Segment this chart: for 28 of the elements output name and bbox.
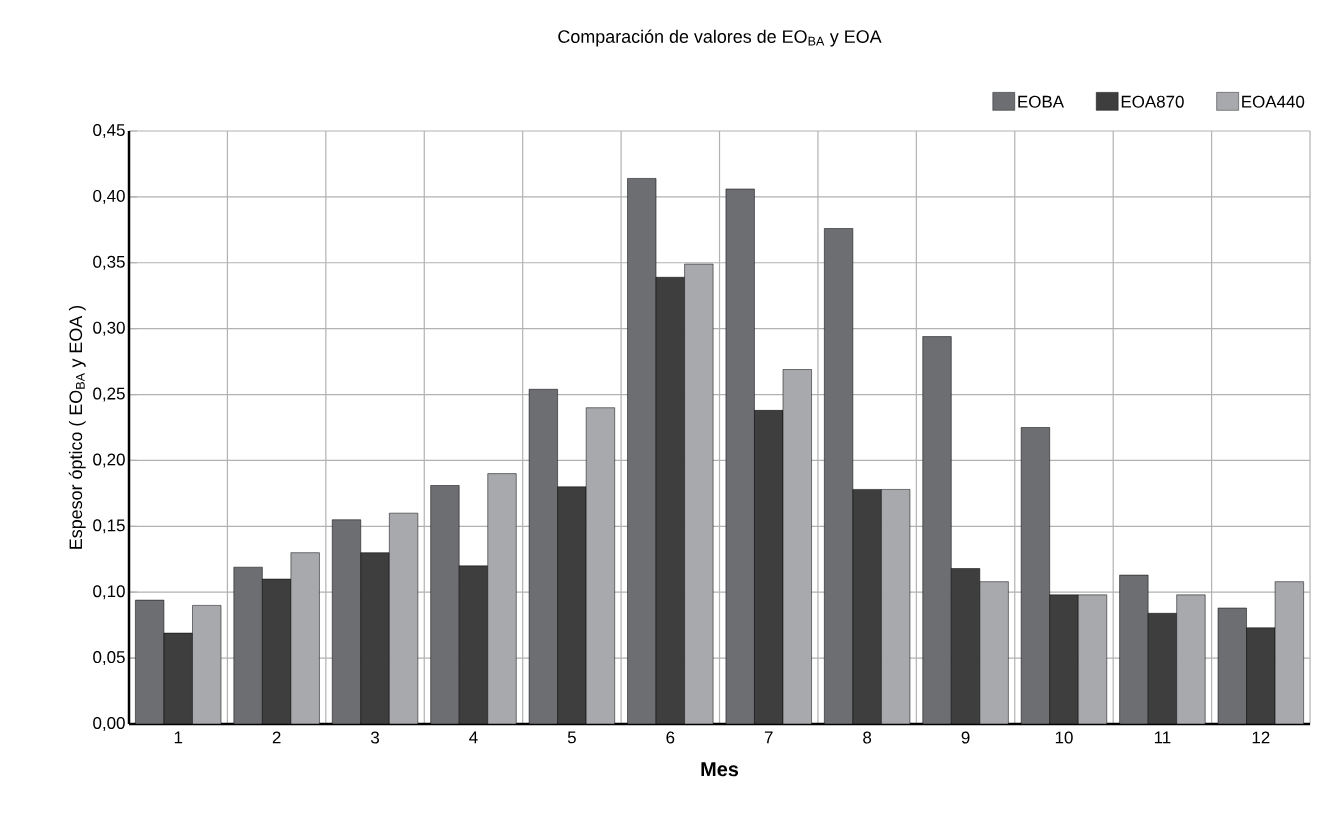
legend-label: EOBA — [1018, 95, 1064, 108]
x-tick-label: 3 — [370, 731, 380, 744]
x-tick-label: 10 — [1055, 731, 1073, 744]
x-tick-label: 4 — [469, 731, 478, 744]
y-tick-label: 0,30 — [93, 321, 125, 336]
y-axis-title: Espesor óptico ( EO$_{BA}$ y EOA ) — [68, 305, 86, 549]
x-tick-label: 7 — [764, 731, 773, 744]
legend-label: EOA870 — [1121, 95, 1184, 108]
y-tick-label: 0,05 — [93, 651, 125, 666]
x-axis-title: Mes — [701, 762, 739, 777]
y-tick-label: 0,40 — [93, 189, 125, 204]
y-tick-label: 0,35 — [93, 255, 125, 270]
y-tick-label: 0,20 — [93, 453, 125, 468]
y-tick-label: 0,00 — [93, 717, 125, 731]
x-tick-label: 12 — [1252, 731, 1270, 744]
x-tick-label: 6 — [666, 731, 675, 744]
chart-title: Comparación de valores de EO$_{BA}$ y EOA — [558, 29, 882, 47]
x-tick-label: 11 — [1154, 731, 1171, 744]
y-tick-label: 0,25 — [93, 387, 125, 402]
y-tick-label: 0,45 — [93, 123, 125, 138]
x-tick-label: 9 — [961, 731, 970, 744]
x-tick-label: 2 — [272, 731, 281, 744]
y-tick-label: 0,10 — [93, 585, 125, 600]
legend-label: EOA440 — [1242, 95, 1305, 108]
x-tick-label: 1 — [174, 731, 183, 744]
y-tick-label: 0,15 — [93, 519, 125, 534]
x-tick-label: 8 — [863, 731, 872, 744]
x-tick-label: 5 — [567, 731, 576, 744]
